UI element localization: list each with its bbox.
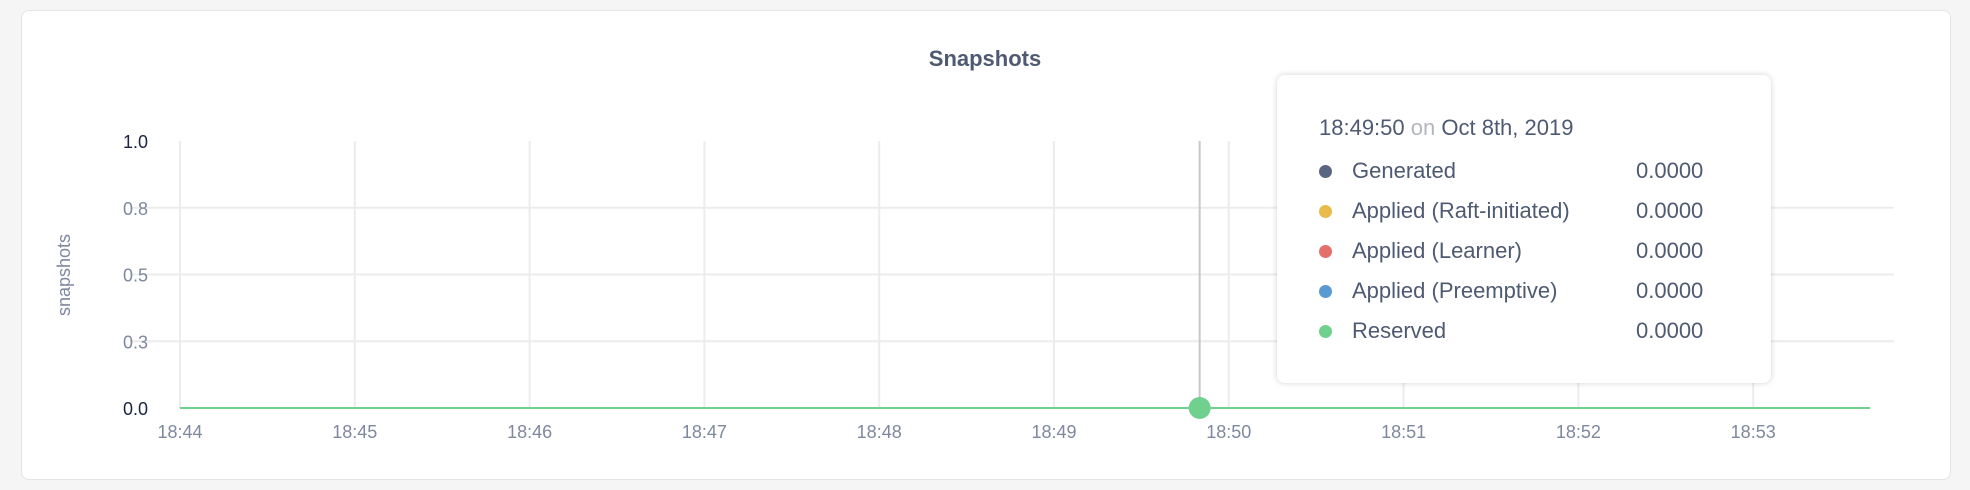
tooltip-series-label: Applied (Preemptive): [1352, 278, 1558, 303]
tooltip-time: 18:49:50: [1319, 115, 1405, 140]
tooltip-series-value: 0.0000: [1636, 318, 1704, 343]
legend-dot-icon: [1319, 324, 1332, 338]
x-tick-label: 18:49: [1031, 422, 1076, 442]
tooltip-row: Generated 0.0000: [1319, 151, 1771, 191]
tooltip-series-label: Reserved: [1352, 318, 1447, 343]
y-tick-label: 1.0: [123, 132, 148, 152]
y-tick-label: 0.5: [123, 266, 148, 286]
legend-dot-icon: [1319, 204, 1332, 218]
tooltip-series-value: 0.0000: [1636, 198, 1704, 223]
legend-dot-icon: [1319, 164, 1332, 178]
y-tick-label: 0.3: [123, 332, 148, 352]
tooltip-series-value: 0.0000: [1636, 158, 1704, 183]
x-tick-label: 18:53: [1731, 422, 1776, 442]
x-tick-label: 18:47: [682, 422, 727, 442]
legend-dot-icon: [1319, 244, 1332, 258]
x-tick-label: 18:52: [1556, 422, 1601, 442]
tooltip-header: 18:49:50 on Oct 8th, 2019: [1319, 115, 1771, 141]
tooltip-row: Applied (Preemptive) 0.0000: [1319, 271, 1771, 311]
y-tick-label: 0.8: [123, 199, 148, 219]
tooltip-series-label: Applied (Raft-initiated): [1352, 198, 1570, 223]
tooltip-series-label: Generated: [1352, 158, 1456, 183]
chart-tooltip: 18:49:50 on Oct 8th, 2019 Generated 0.00…: [1277, 75, 1771, 383]
tooltip-row: Applied (Learner) 0.0000: [1319, 231, 1771, 271]
x-tick-label: 18:44: [157, 422, 202, 442]
hover-point: [1188, 397, 1211, 419]
tooltip-series-label: Applied (Learner): [1352, 238, 1522, 263]
y-tick-label: 0.0: [123, 399, 148, 419]
x-tick-label: 18:51: [1381, 422, 1426, 442]
chart-title: Snapshots: [928, 46, 1042, 71]
tooltip-series-value: 0.0000: [1636, 238, 1704, 263]
tooltip-row: Reserved 0.0000: [1319, 311, 1771, 351]
tooltip-series-value: 0.0000: [1636, 278, 1704, 303]
x-tick-label: 18:50: [1206, 422, 1251, 442]
y-axis-label: snapshots: [54, 234, 74, 316]
legend-dot-icon: [1319, 284, 1332, 298]
x-tick-label: 18:45: [332, 422, 377, 442]
tooltip-row: Applied (Raft-initiated) 0.0000: [1319, 191, 1771, 231]
tooltip-date: Oct 8th, 2019: [1441, 115, 1574, 140]
tooltip-on: on: [1410, 115, 1436, 140]
x-tick-label: 18:46: [507, 422, 552, 442]
x-tick-label: 18:48: [857, 422, 902, 442]
